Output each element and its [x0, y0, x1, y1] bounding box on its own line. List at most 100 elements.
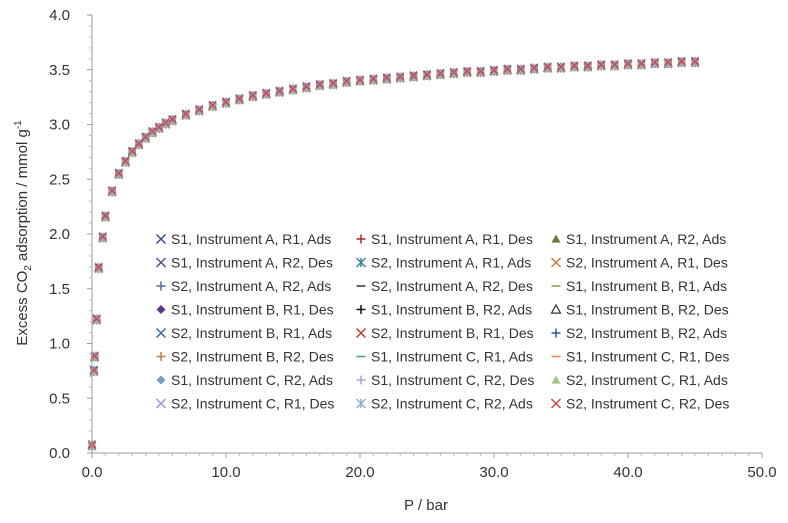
legend-item: S1, Instrument C, R1, Ads — [356, 349, 533, 365]
legend-label: S1, Instrument A, R2, Ads — [566, 231, 726, 247]
legend-label: S2, Instrument A, R1, Ads — [371, 255, 531, 271]
y-tick-label: 3.0 — [49, 117, 70, 134]
data-point — [610, 60, 619, 69]
legend-marker — [155, 233, 167, 245]
data-point — [637, 59, 646, 68]
legend-label: S2, Instrument B, R1, Ads — [171, 325, 332, 341]
data-point — [154, 123, 164, 132]
legend-marker — [155, 257, 167, 268]
data-point — [235, 94, 244, 103]
series-markers — [88, 57, 699, 448]
x-ticks: 0.0 10.0 20.0 30.0 40.0 50.0 — [82, 453, 777, 481]
data-point — [463, 67, 472, 76]
data-point — [134, 139, 143, 148]
data-point — [248, 91, 257, 100]
legend-label: S1, Instrument C, R2, Des — [371, 372, 534, 388]
legend-item: S2, Instrument B, R1, Ads — [155, 325, 332, 341]
data-point — [94, 263, 103, 272]
data-point — [449, 68, 458, 77]
data-point — [161, 118, 170, 127]
legend-label: S1, Instrument C, R1, Ads — [371, 349, 533, 365]
y-axis-title-subscript: 2 — [23, 265, 34, 271]
data-point — [108, 186, 117, 195]
data-point — [101, 211, 110, 220]
legend-marker — [156, 352, 166, 361]
legend-marker — [356, 375, 366, 385]
legend-label: S2, Instrument A, R2, Des — [371, 278, 533, 294]
legend-label: S2, Instrument C, R1, Ads — [566, 372, 728, 388]
y-tick-label: 0.0 — [49, 445, 70, 462]
x-axis-title: P / bar — [404, 497, 448, 514]
legend-item: S1, Instrument C, R2, Ads — [156, 372, 333, 388]
legend-label: S1, Instrument B, R2, Des — [566, 302, 729, 318]
legend-item: S1, Instrument C, R2, Des — [356, 372, 534, 388]
data-point — [208, 101, 217, 110]
legend-item: S2, Instrument B, R1, Des — [355, 325, 534, 341]
data-point — [98, 232, 107, 241]
legend-marker — [551, 375, 561, 384]
legend-marker — [356, 305, 366, 314]
data-point — [664, 58, 673, 67]
series-markers — [88, 57, 699, 448]
legend-item: S1, Instrument A, R1, Ads — [155, 231, 331, 247]
y-axis-title-prefix: Excess CO — [14, 271, 31, 346]
legend-label: S1, Instrument B, R1, Des — [171, 302, 334, 318]
data-point — [476, 67, 485, 76]
data-point — [597, 60, 606, 69]
legend-marker — [155, 327, 167, 339]
series-markers — [87, 57, 700, 449]
data-point — [382, 73, 391, 82]
data-point — [530, 63, 539, 73]
data-markers — [87, 56, 700, 451]
legend-label: S2, Instrument B, R2, Des — [171, 349, 334, 365]
legend-label: S2, Instrument C, R2, Ads — [371, 396, 533, 412]
y-ticks: 0.0 0.5 1.0 1.5 2.0 2.5 3.0 3.5 4.0 — [49, 7, 92, 462]
data-point — [168, 115, 177, 124]
x-tick-label: 20.0 — [345, 464, 374, 481]
y-axis-title-main: adsorption / mmol g — [14, 129, 31, 265]
legend-label: S2, Instrument A, R1, Des — [566, 255, 728, 271]
legend-label: S1, Instrument A, R2, Des — [171, 255, 333, 271]
data-point — [342, 77, 351, 86]
data-point — [181, 109, 190, 119]
legend-marker — [356, 234, 366, 244]
data-point — [650, 58, 659, 67]
y-tick-label: 0.5 — [49, 390, 70, 407]
legend-item: S1, Instrument C, R1, Des — [551, 349, 729, 365]
data-point — [148, 127, 157, 136]
legend-item: S1, Instrument B, R1, Ads — [551, 278, 727, 294]
x-tick-label: 40.0 — [613, 464, 642, 481]
data-point — [221, 97, 231, 106]
y-tick-label: 1.5 — [49, 281, 70, 298]
legend-marker — [156, 375, 166, 385]
y-axis-title-superscript: -1 — [13, 120, 24, 129]
data-point — [288, 84, 298, 93]
data-point — [543, 62, 552, 71]
data-point — [436, 69, 445, 78]
legend-label: S1, Instrument B, R1, Ads — [566, 278, 727, 294]
series-markers — [88, 57, 699, 448]
legend-marker — [550, 398, 562, 409]
legend-label: S2, Instrument A, R2, Ads — [171, 278, 331, 294]
legend-item: S2, Instrument A, R2, Des — [356, 278, 533, 294]
data-point — [570, 61, 579, 70]
data-point — [262, 89, 271, 98]
y-tick-label: 1.0 — [49, 336, 70, 353]
x-tick-label: 50.0 — [747, 464, 776, 481]
data-point — [121, 157, 130, 166]
y-axis-title: Excess CO2 adsorption / mmol g-1 — [13, 120, 34, 346]
legend-item: S2, Instrument C, R2, Ads — [355, 396, 533, 412]
series-markers — [87, 56, 700, 449]
legend-marker — [156, 305, 166, 314]
x-tick-label: 0.0 — [82, 464, 103, 481]
data-point — [315, 80, 324, 89]
legend-label: S1, Instrument B, R2, Ads — [371, 302, 532, 318]
legend-marker — [355, 257, 367, 268]
data-point — [503, 65, 512, 74]
legend-label: S1, Instrument C, R1, Des — [566, 349, 729, 365]
legend-marker — [355, 327, 367, 339]
data-point — [92, 314, 101, 323]
legend-item: S2, Instrument C, R1, Des — [155, 396, 334, 412]
y-tick-label: 3.5 — [49, 62, 70, 79]
